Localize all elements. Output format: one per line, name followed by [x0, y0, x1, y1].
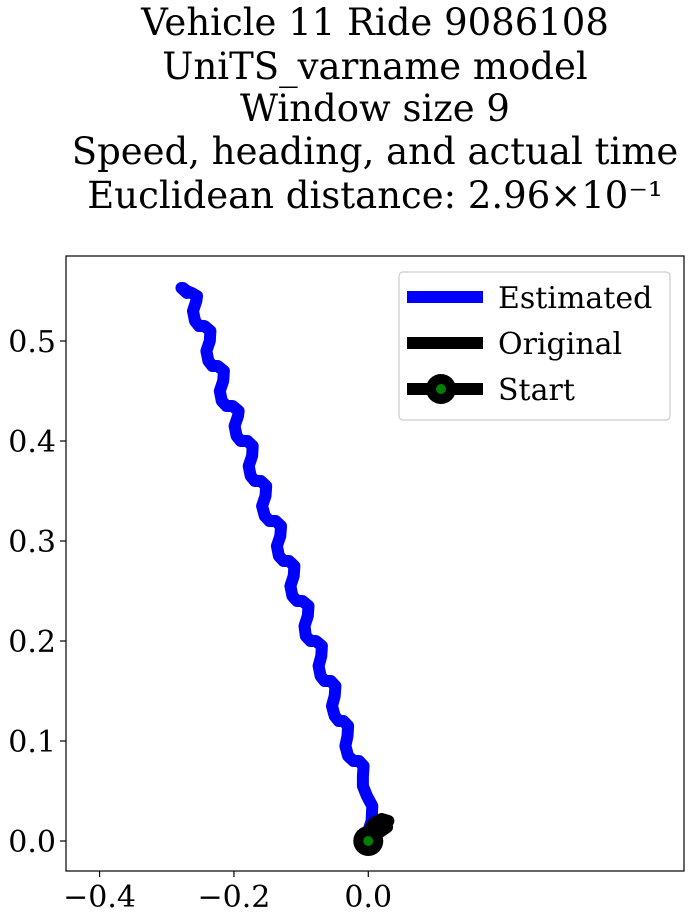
plot-area-frame [65, 255, 685, 872]
x-tick-label: 0.0 [344, 880, 392, 915]
chart-title: Vehicle 11 Ride 9086108 UniTS_varname mo… [72, 1, 679, 217]
series-layer [175, 282, 395, 856]
series-line-estimated [175, 282, 379, 837]
x-tick-label: −0.2 [198, 880, 271, 915]
y-tick-label: 0.1 [8, 725, 56, 760]
y-tick-label: 0.5 [8, 325, 56, 360]
x-axis: −0.4 −0.2 0.0 [63, 871, 392, 915]
title-line-3: Window size 9 [240, 87, 510, 130]
y-tick-label: 0.0 [8, 825, 56, 860]
legend-label-start: Start [498, 373, 575, 408]
legend-label-estimated: Estimated [498, 281, 652, 316]
x-tick-label: −0.4 [63, 880, 136, 915]
title-line-5: Euclidean distance: 2.96×10⁻¹ [87, 174, 662, 217]
y-tick-label: 0.3 [8, 525, 56, 560]
legend: Estimated Original Start [398, 271, 671, 421]
legend-label-original: Original [498, 327, 622, 362]
start-marker-center [363, 836, 374, 846]
y-axis: 0.0 0.1 0.2 0.3 0.4 0.5 [8, 325, 66, 860]
title-line-4: Speed, heading, and actual time [72, 130, 679, 173]
y-tick-label: 0.4 [8, 425, 56, 460]
y-tick-label: 0.2 [8, 625, 56, 660]
title-line-1: Vehicle 11 Ride 9086108 [140, 1, 609, 44]
series-line-original [362, 813, 395, 847]
title-line-2: UniTS_varname model [162, 45, 587, 89]
legend-marker-start-center [436, 384, 446, 394]
